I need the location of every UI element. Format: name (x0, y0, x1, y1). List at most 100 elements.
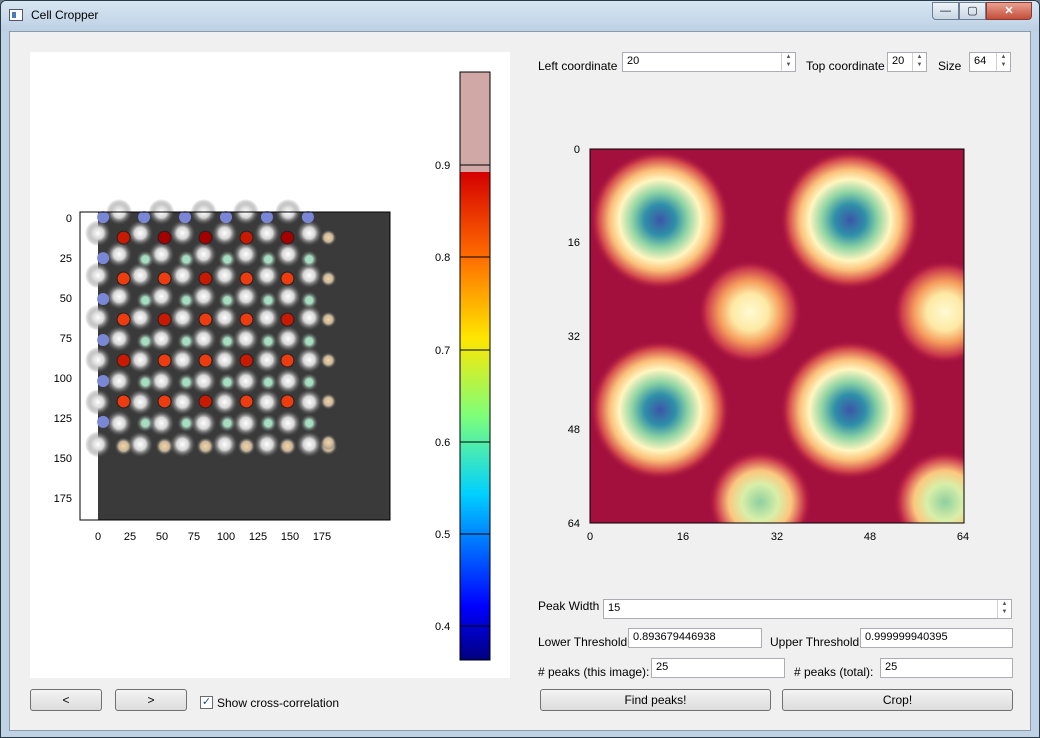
image-blob (320, 311, 337, 328)
next-button[interactable]: > (115, 689, 187, 711)
peaks-total-field[interactable]: 25 (880, 658, 1013, 678)
left-ytick-label: 75 (60, 333, 72, 345)
image-blob (211, 262, 238, 289)
image-blob (218, 332, 237, 351)
right-y-axis: 0 16 32 48 64 (568, 144, 580, 530)
image-blob (177, 414, 196, 433)
peak-marker-red (239, 271, 254, 286)
peak-marker-red (198, 353, 213, 368)
peak-marker-red (239, 230, 254, 245)
image-blob (211, 304, 238, 331)
image-blob (148, 241, 175, 268)
right-xtick-label: 32 (771, 531, 783, 543)
image-blob (190, 241, 217, 268)
image-blob (253, 220, 280, 247)
image-blob (127, 389, 154, 416)
image-blob (296, 389, 323, 416)
crop-button[interactable]: Crop! (782, 689, 1013, 711)
image-blob (196, 437, 215, 456)
peak-marker-red (280, 394, 295, 409)
image-blob (296, 220, 323, 247)
left-image (79, 199, 391, 521)
image-blob (253, 431, 280, 458)
image-blob (218, 414, 237, 433)
peaks-this-image-field[interactable]: 25 (651, 658, 785, 678)
colorbar-tick: 0.5 (435, 529, 450, 541)
image-blob (148, 367, 175, 394)
size-spinbox[interactable]: 64 ▲ ▼ (969, 52, 1011, 72)
title-bar[interactable]: Cell Cropper — ▢ ✕ (1, 1, 1039, 31)
peak-marker-red (157, 394, 172, 409)
left-coordinate-spinbox[interactable]: 20 ▲ ▼ (622, 52, 796, 72)
peak-marker-blue (179, 211, 192, 224)
left-xtick-label: 125 (249, 531, 267, 543)
right-ytick-label: 64 (568, 518, 580, 530)
image-blob (85, 431, 111, 458)
image-blob (320, 270, 337, 287)
peaks-this-image-label: # peaks (this image): (538, 665, 650, 679)
image-blob (232, 325, 259, 352)
left-xtick-label: 100 (217, 531, 235, 543)
peak-marker-blue (97, 211, 110, 224)
peak-marker-red (280, 353, 295, 368)
image-blob (320, 352, 337, 369)
maximize-button[interactable]: ▢ (959, 2, 986, 20)
image-blob (218, 250, 237, 269)
image-blob (177, 291, 196, 310)
peak-width-label: Peak Width (538, 599, 600, 613)
spin-arrows-icon[interactable]: ▲ ▼ (997, 600, 1011, 618)
lower-threshold-field[interactable]: 0.893679446938 (628, 628, 762, 648)
image-blob (106, 367, 133, 394)
image-blob (127, 431, 154, 458)
image-blob (127, 262, 154, 289)
image-blob (237, 437, 256, 456)
image-blob (85, 346, 111, 373)
image-blob (296, 431, 323, 458)
right-figure-panel: 0 16 32 48 64 0 16 32 48 64 (550, 132, 990, 562)
left-coordinate-label: Left coordinate (538, 59, 618, 73)
right-xtick-label: 64 (957, 531, 969, 543)
image-blob (127, 304, 154, 331)
colorbar-tick: 0.8 (435, 252, 450, 264)
image-blob (190, 283, 217, 310)
peak-markers[interactable] (97, 211, 314, 428)
size-value: 64 (974, 55, 987, 67)
find-peaks-button[interactable]: Find peaks! (540, 689, 771, 711)
peak-marker-red (280, 230, 295, 245)
image-blob (320, 229, 337, 246)
image-blob (259, 250, 278, 269)
peaks-total-label: # peaks (total): (794, 665, 874, 679)
spin-arrows-icon[interactable]: ▲ ▼ (996, 53, 1010, 71)
peak-marker-blue (138, 211, 151, 224)
peak-marker-red (116, 394, 131, 409)
client-area: 0 25 50 75 100 125 150 175 0 25 50 75 10… (9, 31, 1031, 731)
peak-marker-red (116, 353, 131, 368)
left-xtick-label: 175 (313, 531, 331, 543)
left-ytick-label: 50 (60, 293, 72, 305)
peak-width-spinbox[interactable]: 15 ▲ ▼ (603, 599, 1012, 619)
image-blob (211, 220, 238, 247)
image-blob (275, 367, 302, 394)
peak-marker-red (116, 230, 131, 245)
peak-marker-red (280, 312, 295, 327)
close-button[interactable]: ✕ (986, 2, 1032, 20)
upper-threshold-label: Upper Threshold (770, 635, 860, 649)
top-coordinate-spinbox[interactable]: 20 ▲ ▼ (887, 52, 927, 72)
image-blob (106, 283, 133, 310)
peak-marker-red (198, 271, 213, 286)
peak-marker-blue (97, 334, 110, 346)
show-cross-correlation-checkbox[interactable]: ✓ (200, 696, 213, 709)
previous-button[interactable]: < (30, 689, 102, 711)
spin-arrows-icon[interactable]: ▲ ▼ (781, 53, 795, 71)
image-blob (177, 373, 196, 392)
cropped-image (590, 149, 964, 523)
spin-arrows-icon[interactable]: ▲ ▼ (912, 53, 926, 71)
left-coordinate-value: 20 (627, 55, 640, 67)
upper-threshold-field[interactable]: 0.999999940395 (860, 628, 1013, 648)
colorbar-tick: 0.4 (435, 621, 450, 633)
minimize-button[interactable]: — (932, 2, 959, 20)
peak-marker-red (157, 353, 172, 368)
image-blob (114, 437, 133, 456)
top-coordinate-value: 20 (892, 55, 905, 67)
